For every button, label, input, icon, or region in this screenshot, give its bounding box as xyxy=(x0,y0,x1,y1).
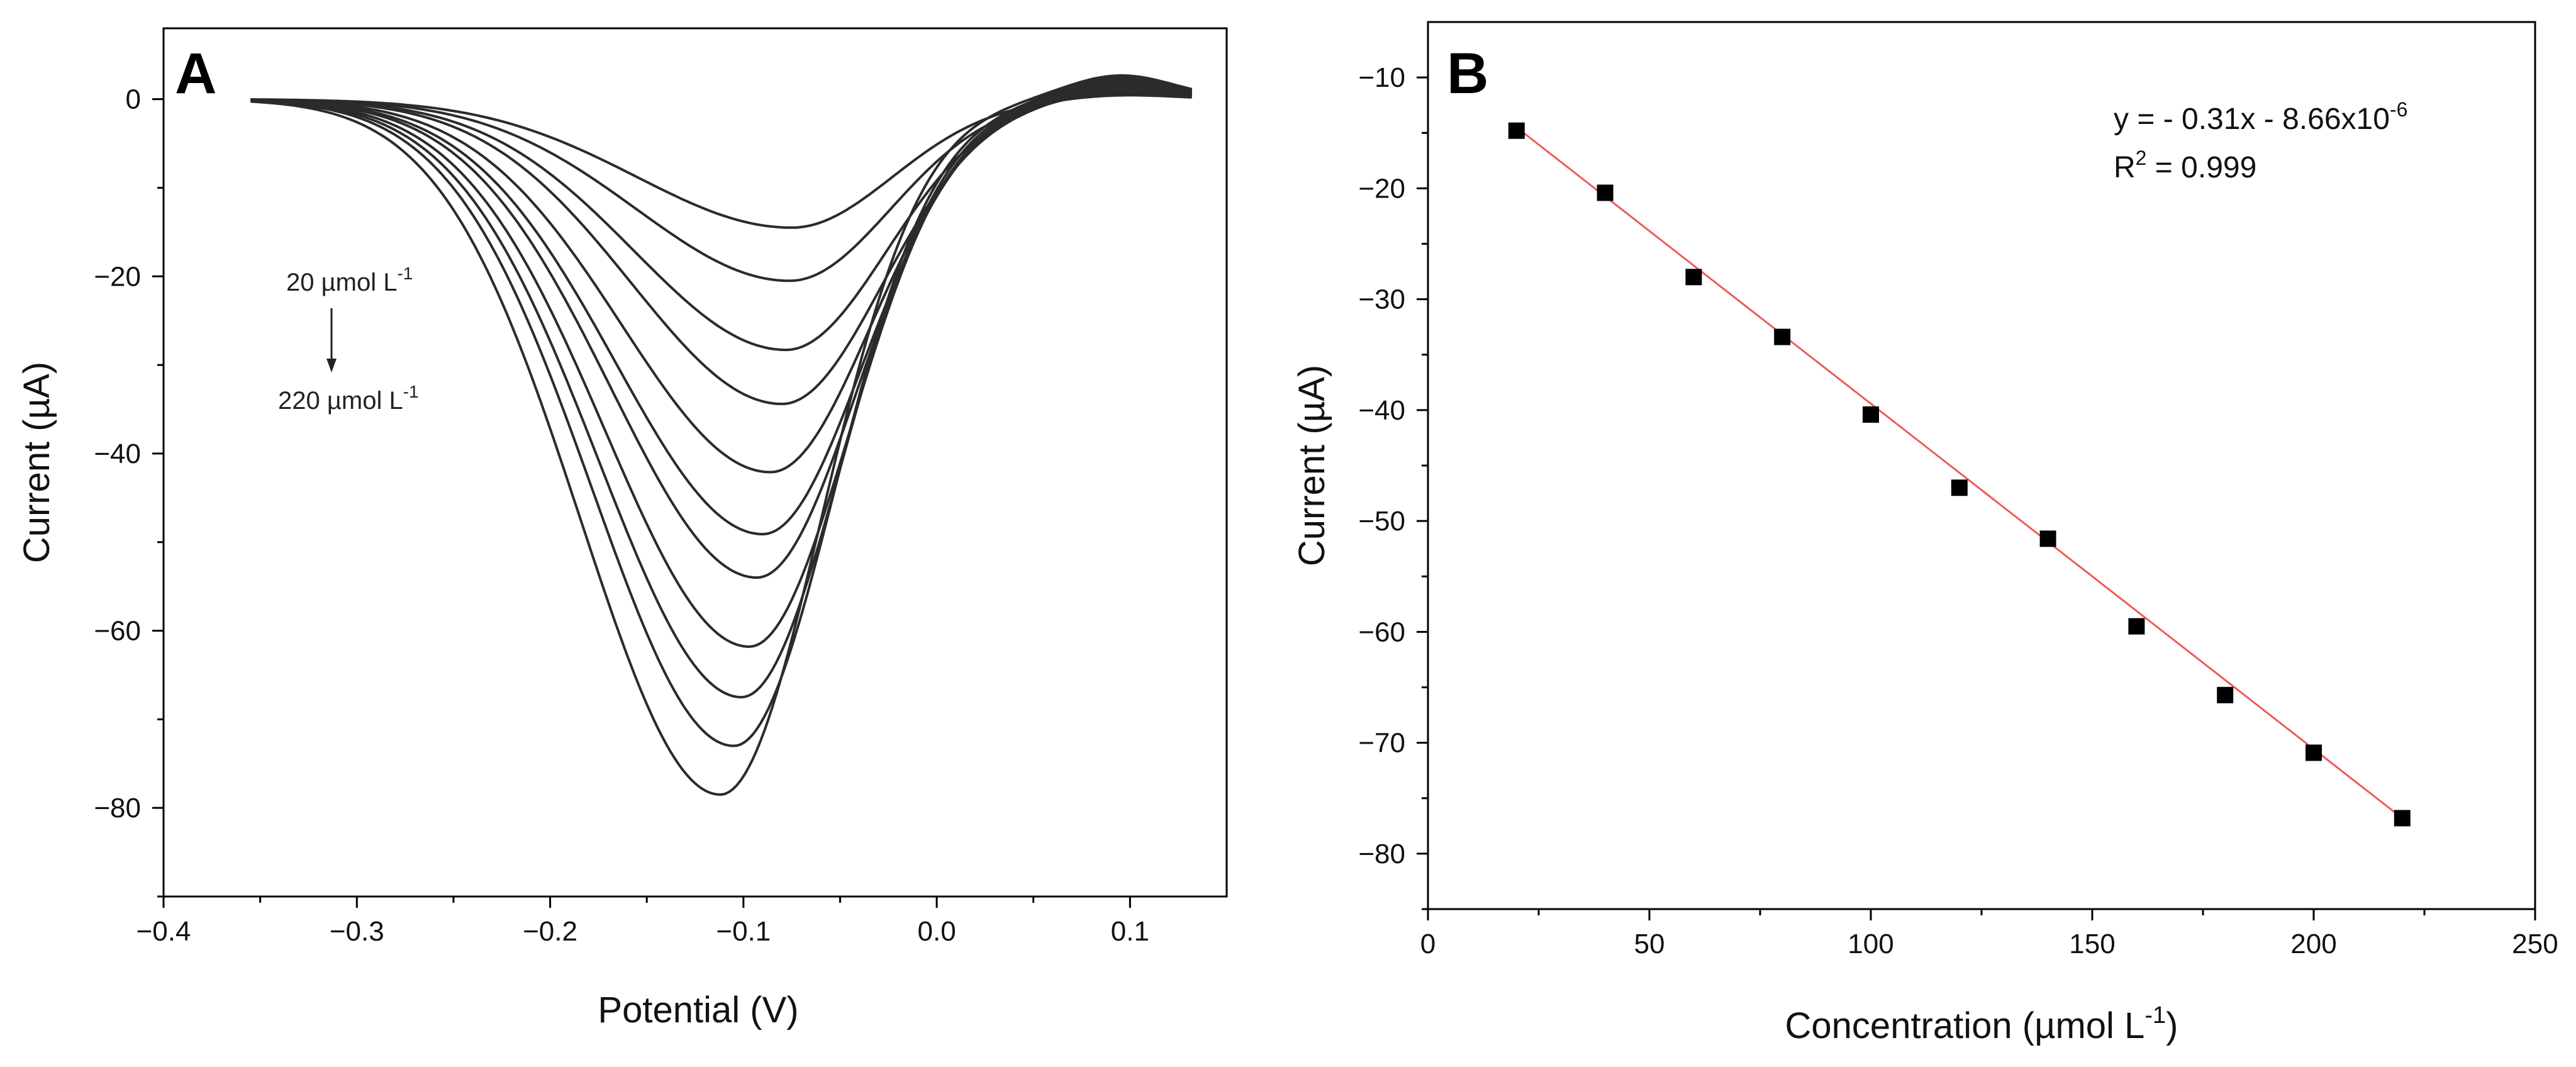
data-point xyxy=(2128,618,2145,635)
panel-b-calibration-data xyxy=(1508,122,2411,827)
regression-equation-text: y = - 0.31x - 8.66x10 xyxy=(2114,103,2390,136)
panel-b-x-axis-label-text: Concentration (µmol L xyxy=(1785,1005,2145,1046)
panel-a-x-tick-label: 0.1 xyxy=(1111,916,1149,947)
r-squared-r: R xyxy=(2114,151,2136,184)
voltammogram-curve xyxy=(250,74,1193,796)
concentration-end-text: 220 µmol L xyxy=(278,387,403,415)
data-point xyxy=(1774,328,1791,345)
voltammogram-curve xyxy=(250,84,1192,535)
panel-b-y-tick-label: −70 xyxy=(1358,728,1405,759)
panel-b-x-tick-label: 200 xyxy=(2290,929,2336,959)
panel-b-x-tick-label: 250 xyxy=(2512,929,2558,959)
panel-b-y-tick-label: −60 xyxy=(1358,617,1405,647)
panel-a-y-tick-label: −40 xyxy=(94,439,141,469)
panel-a-x-tick-label: −0.1 xyxy=(716,916,771,947)
panel-a-y-tick-label: −60 xyxy=(94,616,141,647)
panel-b-y-tick-label: −30 xyxy=(1358,284,1405,315)
data-point xyxy=(2306,744,2322,761)
regression-equation-sup: -6 xyxy=(2390,98,2407,121)
voltammogram-curve xyxy=(250,80,1193,648)
data-point xyxy=(1508,122,1525,139)
concentration-start-annotation: 20 µmol L-1 xyxy=(286,264,413,296)
panel-b-y-tick-label: −10 xyxy=(1358,62,1405,93)
panel-a-chart: −0.4 −0.3 −0.2 −0.1 0.0 0.1 0 −20 −40 −60 −80 A Po… xyxy=(16,27,1228,1031)
panel-b-y-tick-label: −80 xyxy=(1358,839,1405,869)
panel-a-y-tick-label: 0 xyxy=(126,84,141,115)
panel-b-y-tick-label: −50 xyxy=(1358,506,1405,537)
panel-a-x-tick-label: 0.0 xyxy=(918,916,956,947)
voltammogram-curve xyxy=(250,76,1193,747)
voltammogram-curve xyxy=(250,90,1192,352)
panel-b-x-axis-label: Concentration (µmol L-1) xyxy=(1785,1002,2178,1046)
voltammogram-curve xyxy=(250,92,1192,282)
data-point xyxy=(2217,686,2234,703)
voltammogram-curve xyxy=(250,94,1192,229)
panel-a-x-tick-label: −0.3 xyxy=(330,916,384,947)
voltammogram-curve xyxy=(250,88,1192,405)
panel-a-x-axis-label: Potential (V) xyxy=(598,990,798,1031)
concentration-end-sup: -1 xyxy=(403,382,419,401)
r-squared-number: = 0.999 xyxy=(2146,151,2256,184)
panel-b-chart: 0 50 100 150 200 250−10−20−30−40−50−60−70−80 … xyxy=(1291,21,2558,1046)
voltammogram-curve xyxy=(250,82,1193,579)
panel-b-label: B xyxy=(1447,42,1488,106)
panel-b-x-tick-label: 50 xyxy=(1634,929,1665,959)
panel-a-voltammograms xyxy=(250,74,1193,796)
panel-b-x-tick-label: 150 xyxy=(2069,929,2115,959)
regression-equation: y = - 0.31x - 8.66x10-6 xyxy=(2114,98,2407,136)
panel-a-x-tick-label: −0.2 xyxy=(523,916,577,947)
concentration-end-annotation: 220 µmol L-1 xyxy=(278,382,419,415)
data-point xyxy=(1685,269,1702,286)
panel-b-x-tick-label: 0 xyxy=(1420,929,1436,959)
panel-b-x-tick-label: 100 xyxy=(1848,929,1893,959)
panel-a-label: A xyxy=(175,42,216,106)
panel-b-y-tick-label: −40 xyxy=(1358,395,1405,426)
r-squared-sup: 2 xyxy=(2136,147,2147,169)
panel-b-y-axis-label: Current (µA) xyxy=(1291,365,1332,566)
panel-a-y-tick-label: −20 xyxy=(94,261,141,292)
data-point xyxy=(1863,406,1879,423)
panel-a-y-tick-label: −80 xyxy=(94,793,141,824)
voltammogram-curve xyxy=(250,78,1193,699)
linear-fit-line xyxy=(1515,126,2403,819)
panel-a-x-tick-label: −0.4 xyxy=(137,916,191,947)
panel-b-axis-ticks: 0 50 100 150 200 250 −10 −20 −30 −40 −50 −60 −70 −80 xyxy=(1358,62,2558,959)
r-squared-value: R2 = 0.999 xyxy=(2114,147,2256,184)
panel-b-plot-frame xyxy=(1427,21,2536,910)
concentration-start-text: 20 µmol L xyxy=(286,269,397,296)
panel-b-x-axis-label-sup: -1 xyxy=(2144,1002,2166,1029)
data-point xyxy=(2039,530,2056,547)
concentration-arrow-head xyxy=(326,359,337,372)
panel-b-x-axis-label-end: ) xyxy=(2166,1005,2178,1046)
panel-b-y-tick-label: −20 xyxy=(1358,173,1405,204)
data-point xyxy=(2394,810,2411,827)
data-point xyxy=(1951,479,1968,496)
panel-a-axis-ticks: −0.4 −0.3 −0.2 −0.1 0.0 0.1 0 −20 −40 −60 −80 xyxy=(94,84,1149,947)
concentration-start-sup: -1 xyxy=(397,264,413,283)
data-point xyxy=(1597,184,1614,201)
panel-a-y-axis-label: Current (µA) xyxy=(16,362,57,563)
panel-a-plot-frame xyxy=(162,27,1228,898)
